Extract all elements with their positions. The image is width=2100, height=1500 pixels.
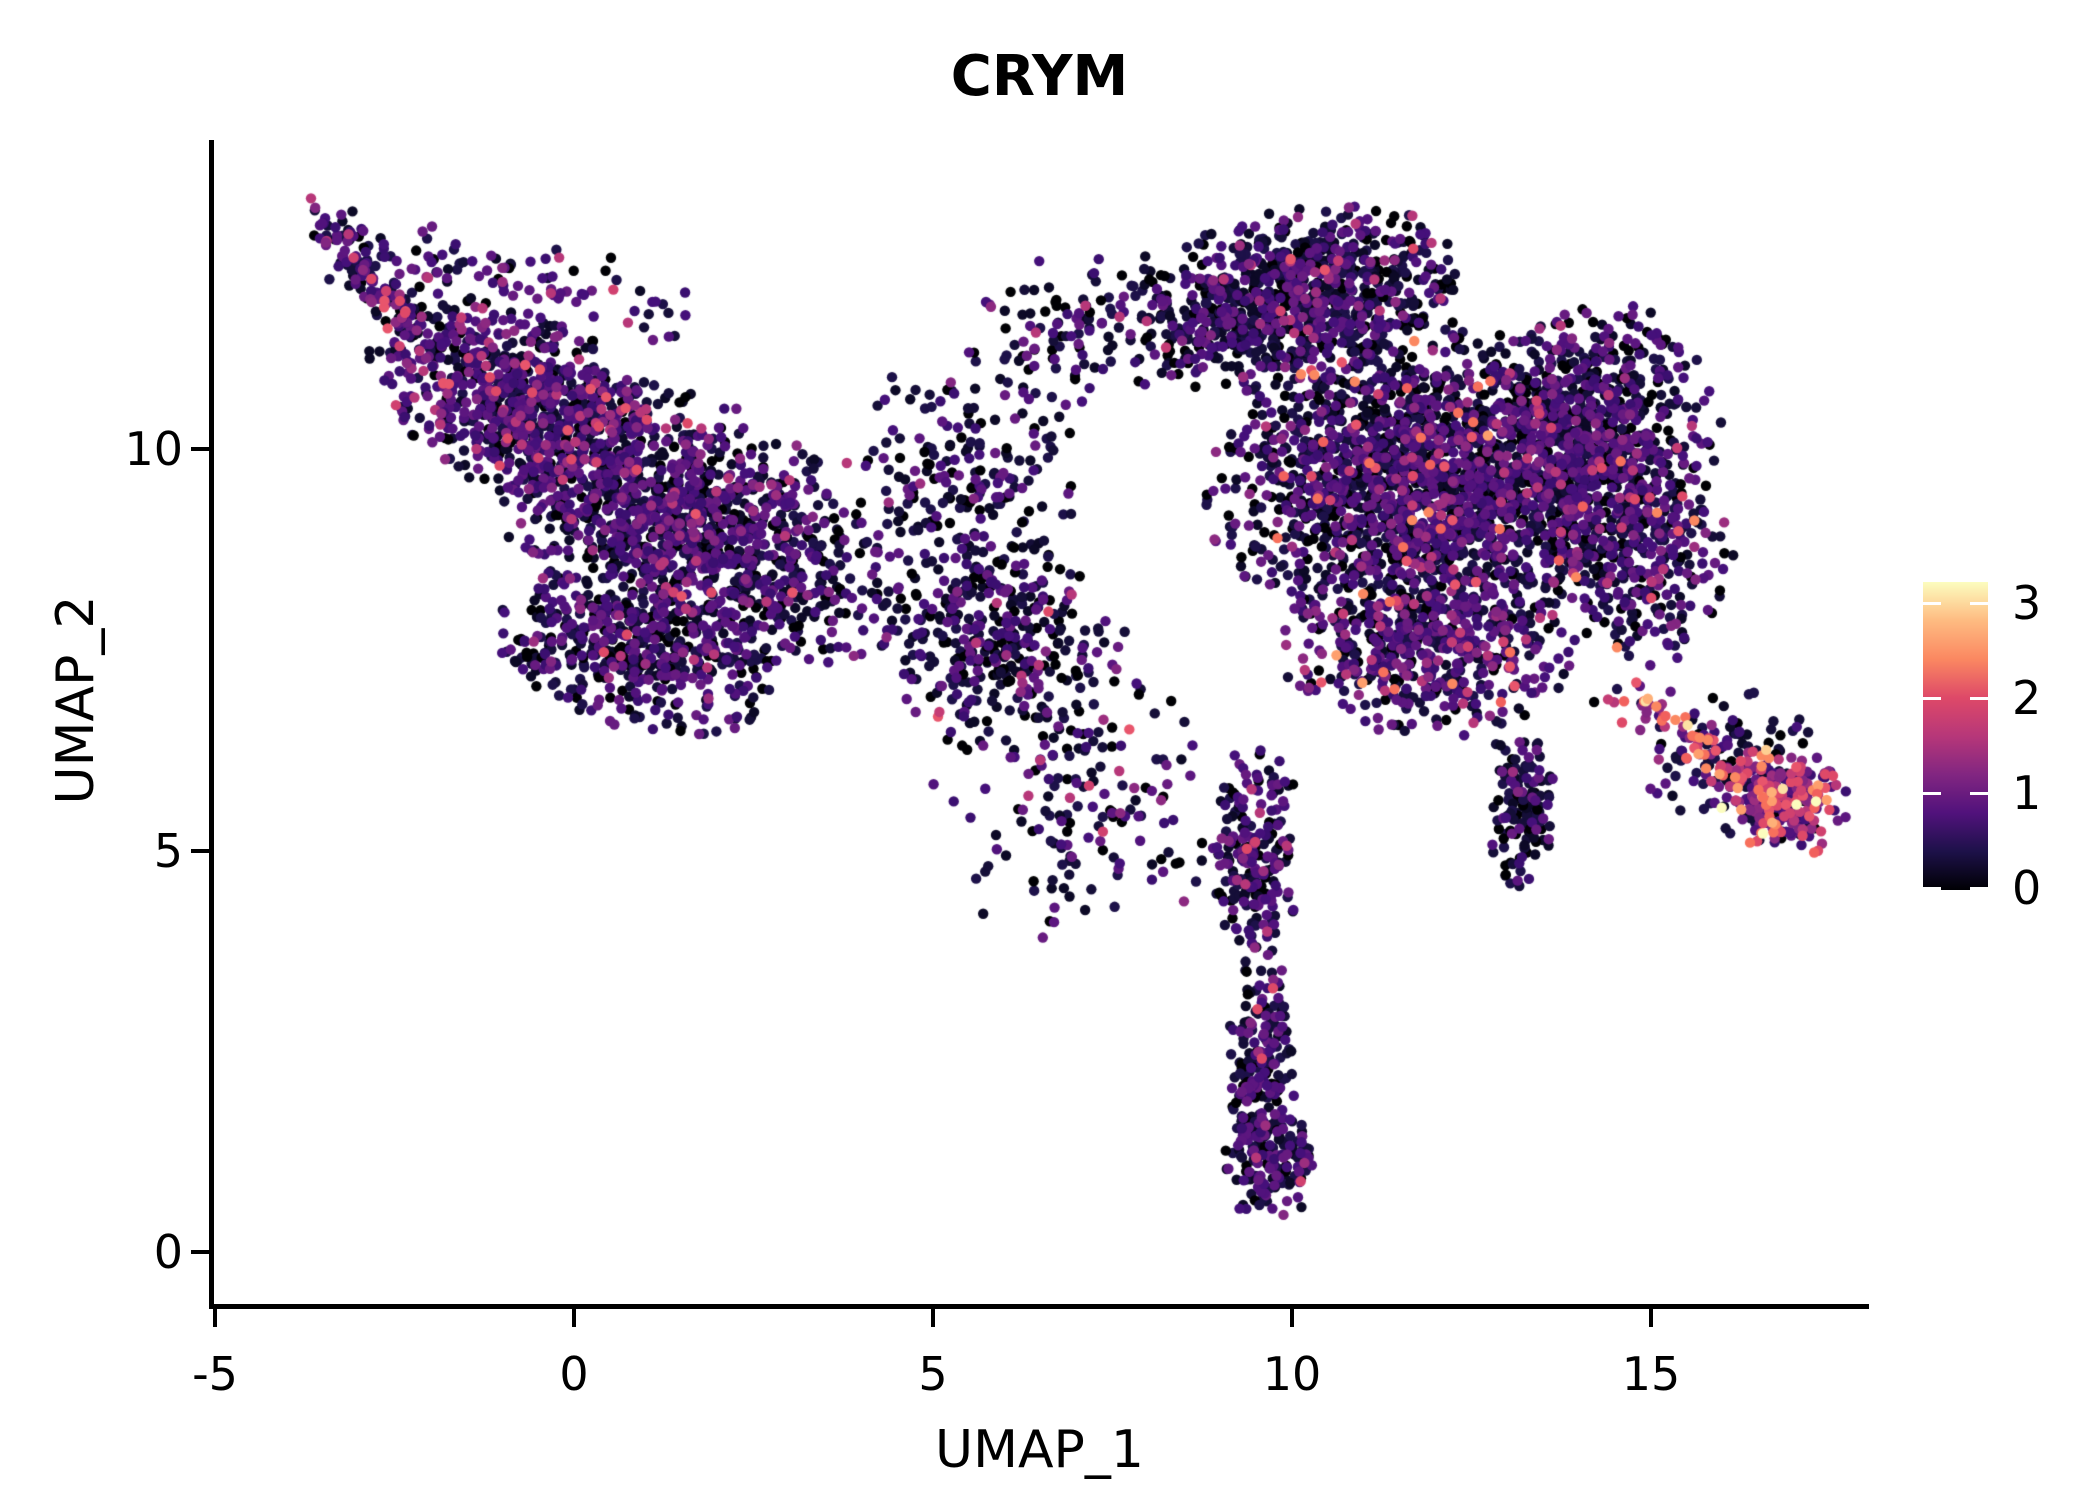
y-tick-label: 0 — [153, 1225, 183, 1279]
colorbar-tick-mark — [1970, 792, 1988, 795]
y-tick-label: 5 — [153, 823, 183, 878]
x-tick-mark — [572, 1309, 576, 1327]
colorbar-tick-mark — [1923, 697, 1941, 700]
x-tick-mark — [213, 1309, 217, 1327]
y-tick-mark — [191, 447, 209, 451]
x-tick-label: -5 — [192, 1347, 238, 1401]
y-axis-line — [209, 140, 214, 1309]
x-axis-line — [209, 1304, 1869, 1309]
expression-colorbar — [1923, 582, 1988, 890]
colorbar-tick-label: 0 — [2012, 861, 2042, 915]
x-tick-label: 10 — [1262, 1347, 1322, 1401]
y-tick-mark — [191, 848, 209, 853]
colorbar-tick-label: 3 — [2012, 576, 2042, 630]
colorbar-tick-label: 2 — [2012, 671, 2042, 725]
colorbar-tick-label: 1 — [2012, 766, 2042, 820]
x-tick-mark — [931, 1309, 935, 1327]
colorbar-tick-mark — [1970, 887, 1988, 890]
y-tick-mark — [191, 1250, 209, 1254]
x-tick-label: 0 — [559, 1347, 589, 1401]
x-tick-label: 5 — [918, 1347, 948, 1401]
colorbar-tick-mark — [1970, 697, 1988, 700]
colorbar-tick-mark — [1923, 887, 1941, 890]
y-axis-title: UMAP_2 — [46, 595, 106, 805]
colorbar-tick-mark — [1923, 602, 1941, 605]
colorbar-tick-mark — [1923, 792, 1941, 795]
page-title: CRYM — [950, 44, 1129, 109]
colorbar-tick-mark — [1970, 602, 1988, 605]
x-tick-label: 15 — [1621, 1347, 1681, 1401]
x-tick-mark — [1290, 1309, 1294, 1327]
y-tick-label: 10 — [124, 422, 183, 476]
x-axis-title: UMAP_1 — [935, 1420, 1144, 1480]
x-tick-mark — [1649, 1309, 1653, 1327]
